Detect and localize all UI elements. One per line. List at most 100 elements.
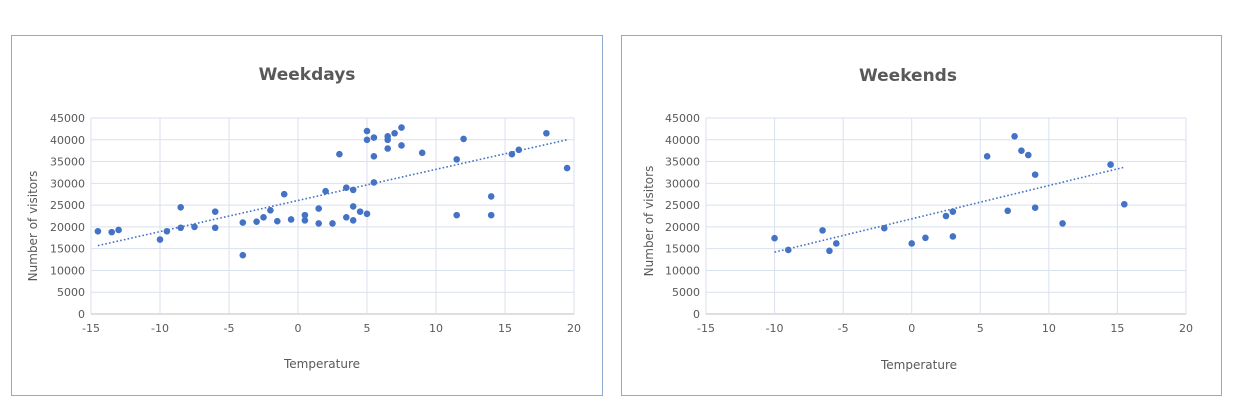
y-tick-label: 35000 — [50, 156, 85, 169]
data-point — [322, 187, 329, 195]
y-tick-label: 15000 — [665, 243, 700, 256]
y-tick-label: 5000 — [672, 286, 700, 299]
y-tick-label: 40000 — [665, 134, 700, 147]
data-point — [211, 224, 219, 232]
x-tick-label: 0 — [908, 322, 915, 335]
y-tick-label: 30000 — [50, 177, 85, 190]
x-tick-label: -15 — [82, 322, 100, 335]
x-tick-label: 5 — [364, 322, 371, 335]
y-tick-label: 15000 — [50, 243, 85, 256]
data-point — [280, 190, 288, 198]
weekdays-chart: 0 5000 10000 15000 20000 25000 30000 35000 40000… — [26, 65, 581, 371]
data-point — [832, 240, 840, 247]
data-point — [1059, 220, 1066, 227]
x-tick-label: -10 — [766, 322, 784, 335]
data-point — [349, 203, 357, 210]
data-point — [487, 211, 495, 219]
data-point — [508, 150, 516, 158]
data-point — [1120, 200, 1128, 208]
data-point — [819, 227, 826, 234]
data-point — [156, 236, 164, 243]
data-point — [177, 203, 184, 211]
weekends-chart-panel: 0 5000 10000 15000 20000 25000 30000 35000 40000… — [621, 35, 1222, 396]
data-point — [301, 211, 309, 219]
y-tick-label: 45000 — [50, 112, 85, 125]
data-point — [398, 124, 405, 131]
y-tick-label: 25000 — [50, 199, 85, 212]
y-tick-label: 10000 — [50, 264, 85, 277]
data-point — [398, 142, 405, 149]
data-point — [1024, 151, 1032, 159]
data-point — [267, 207, 274, 214]
y-tick-label: 0 — [693, 308, 700, 321]
x-tick-label: 20 — [1179, 322, 1193, 335]
data-point — [315, 205, 323, 212]
data-point — [1018, 147, 1025, 154]
data-point — [453, 156, 461, 163]
data-point — [384, 145, 392, 152]
data-point — [260, 214, 267, 221]
y-tick-label: 0 — [78, 308, 85, 321]
data-point — [274, 217, 281, 225]
data-point — [826, 247, 833, 255]
data-point — [287, 216, 295, 223]
data-point — [211, 208, 219, 215]
data-point — [771, 234, 778, 242]
data-point — [370, 134, 378, 141]
data-point — [343, 184, 350, 191]
x-tick-label: 20 — [567, 322, 581, 335]
x-tick-label: 15 — [498, 322, 512, 335]
y-axis-label: Number of visitors — [642, 166, 656, 277]
y-tick-label: 20000 — [665, 221, 700, 234]
x-tick-label: -5 — [224, 322, 235, 335]
data-point — [460, 135, 467, 143]
data-point — [370, 153, 378, 160]
x-axis-label: Temperature — [283, 357, 360, 371]
data-point — [1031, 204, 1039, 212]
data-point — [487, 193, 495, 200]
data-point — [253, 218, 260, 225]
y-tick-label: 20000 — [50, 221, 85, 234]
data-point — [177, 224, 184, 232]
data-point — [239, 251, 247, 259]
weekdays-chart-panel: 0 5000 10000 15000 20000 25000 30000 35000 40000… — [11, 35, 603, 396]
data-point — [191, 223, 198, 231]
x-tick-label: -5 — [838, 322, 849, 335]
x-tick-label: 5 — [977, 322, 984, 335]
data-point — [922, 234, 929, 242]
x-tick-label: -10 — [151, 322, 169, 335]
data-point — [1011, 132, 1018, 140]
weekends-chart: 0 5000 10000 15000 20000 25000 30000 35000 40000… — [642, 66, 1193, 372]
data-point — [983, 153, 991, 160]
x-tick-label: -15 — [697, 322, 715, 335]
y-tick-label: 25000 — [665, 199, 700, 212]
x-tick-label: 10 — [1042, 322, 1056, 335]
y-tick-label: 30000 — [665, 177, 700, 190]
data-point — [418, 149, 426, 157]
data-point — [363, 127, 371, 135]
data-point — [1107, 161, 1114, 168]
x-tick-label: 10 — [429, 322, 443, 335]
x-tick-label: 0 — [295, 322, 302, 335]
data-point — [543, 129, 550, 137]
data-point — [343, 214, 350, 221]
data-point — [163, 227, 171, 235]
x-tick-label: 15 — [1110, 322, 1124, 335]
data-point — [949, 233, 957, 240]
trendline — [97, 138, 568, 247]
y-axis-label: Number of visitors — [26, 171, 40, 282]
data-point — [356, 208, 364, 215]
data-point — [370, 179, 378, 186]
data-point — [784, 246, 792, 254]
data-point — [363, 136, 371, 144]
chart-title: Weekdays — [259, 65, 356, 85]
y-tick-label: 10000 — [665, 264, 700, 277]
x-axis-label: Temperature — [880, 358, 957, 372]
y-tick-label: 35000 — [665, 156, 700, 169]
data-point — [908, 240, 916, 247]
data-point — [336, 150, 343, 158]
data-point — [349, 186, 357, 194]
y-tick-label: 45000 — [665, 112, 700, 125]
data-point — [1004, 207, 1012, 215]
data-point — [108, 228, 115, 236]
